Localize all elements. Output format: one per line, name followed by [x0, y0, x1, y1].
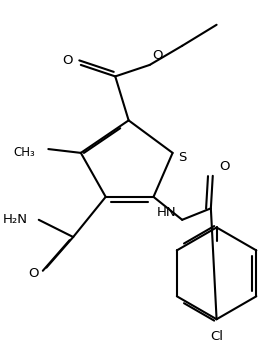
Text: CH₃: CH₃: [13, 146, 35, 159]
Text: O: O: [219, 160, 230, 173]
Text: S: S: [178, 151, 186, 164]
Text: Cl: Cl: [210, 330, 223, 343]
Text: O: O: [28, 267, 38, 280]
Text: O: O: [62, 54, 73, 67]
Text: HN: HN: [157, 206, 177, 219]
Text: H₂N: H₂N: [2, 213, 27, 226]
Text: O: O: [152, 49, 162, 62]
